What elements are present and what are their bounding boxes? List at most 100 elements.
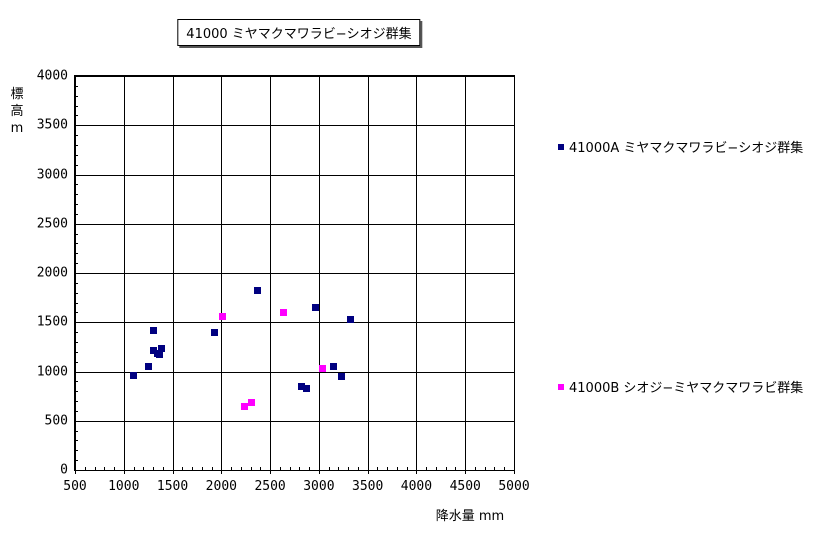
y-major-tick [75, 223, 82, 225]
x-tick-label: 1000 [108, 479, 140, 494]
y-minor-tick [75, 292, 78, 294]
y-gridline [75, 470, 514, 471]
y-gridline [75, 174, 514, 176]
data-point-series-b [319, 365, 327, 373]
legend-entry-series-a: 41000A ミヤマクマワラビ−シオジ群集 [558, 137, 803, 156]
y-minor-tick [75, 401, 78, 403]
y-major-tick [75, 273, 82, 274]
x-minor-tick [338, 467, 340, 470]
y-minor-tick [75, 351, 78, 353]
x-major-tick [75, 470, 76, 474]
data-point-series-a [130, 371, 138, 379]
y-minor-tick [75, 410, 78, 412]
y-minor-tick [75, 184, 78, 186]
data-point-series-a [312, 303, 320, 311]
y-major-tick [75, 76, 82, 77]
x-minor-tick [114, 467, 116, 470]
y-major-tick [75, 470, 82, 471]
x-tick-label: 2000 [205, 479, 237, 494]
y-minor-tick [75, 154, 78, 156]
x-minor-tick [153, 467, 155, 470]
y-tick-label: 3000 [36, 167, 68, 182]
x-minor-tick [250, 467, 252, 470]
y-major-tick [75, 174, 82, 176]
x-tick-label: 500 [63, 479, 87, 494]
x-minor-tick [201, 467, 203, 470]
x-minor-tick [240, 467, 242, 470]
x-minor-tick [426, 467, 428, 470]
x-gridline [514, 76, 515, 470]
y-tick-label: 2000 [36, 265, 68, 281]
y-tick-label: 2500 [36, 216, 68, 232]
x-minor-tick [162, 467, 164, 470]
data-point-series-b [248, 398, 256, 406]
x-minor-tick [357, 467, 359, 470]
y-minor-tick [75, 312, 78, 314]
x-minor-tick [133, 467, 135, 470]
x-major-tick [270, 470, 272, 474]
y-gridline [75, 223, 514, 225]
data-point-series-a [211, 328, 218, 336]
y-minor-tick [75, 341, 78, 343]
x-minor-tick [396, 467, 398, 470]
y-minor-tick [75, 135, 78, 137]
y-minor-tick [75, 263, 78, 265]
x-minor-tick [435, 467, 437, 470]
data-point-series-a [156, 351, 164, 359]
x-minor-tick [104, 467, 106, 470]
x-minor-tick [260, 467, 262, 470]
x-major-tick [514, 470, 515, 474]
x-minor-tick [211, 467, 213, 470]
y-minor-tick [75, 213, 78, 215]
y-gridline [75, 420, 514, 422]
chart-title: 41000 ミヤマクマワラビ−シオジ群集 [177, 19, 421, 46]
y-gridline [75, 125, 514, 127]
y-tick-label: 500 [44, 413, 68, 429]
x-tick-label: 2500 [254, 479, 286, 494]
x-minor-tick [143, 467, 145, 470]
y-minor-tick [75, 105, 78, 107]
x-tick-label: 4000 [400, 479, 433, 494]
series-b-marker-icon [558, 383, 564, 390]
x-minor-tick [484, 467, 486, 470]
x-minor-tick [231, 467, 233, 470]
x-minor-tick [94, 467, 96, 470]
y-minor-tick [75, 85, 78, 87]
y-tick-label: 3500 [36, 117, 68, 133]
x-minor-tick [377, 467, 379, 470]
series-a-marker-icon [558, 143, 564, 150]
y-minor-tick [75, 450, 78, 452]
x-minor-tick [387, 467, 389, 470]
y-minor-tick [75, 302, 78, 304]
y-tick-label: 0 [60, 462, 68, 478]
x-minor-tick [84, 467, 86, 470]
x-major-tick [172, 470, 174, 474]
data-point-series-a [346, 315, 354, 323]
y-minor-tick [75, 164, 78, 166]
x-minor-tick [328, 467, 330, 470]
x-axis-title: 降水量 mm [435, 509, 505, 524]
data-point-series-a [253, 287, 261, 295]
y-minor-tick [75, 194, 78, 196]
y-tick-label: 4000 [36, 68, 68, 84]
x-minor-tick [192, 467, 194, 470]
y-minor-tick [75, 440, 78, 442]
y-minor-tick [75, 144, 78, 146]
x-minor-tick [474, 467, 476, 470]
x-major-tick [367, 470, 369, 474]
x-minor-tick [406, 467, 408, 470]
data-point-series-a [158, 345, 166, 353]
x-minor-tick [309, 467, 311, 470]
x-minor-tick [494, 467, 496, 470]
y-minor-tick [75, 243, 78, 245]
x-major-tick [123, 470, 125, 474]
y-minor-tick [75, 430, 78, 432]
x-tick-label: 4500 [449, 479, 481, 494]
legend-entry-series-b: 41000B シオジ−ミヤマクマワラビ群集 [558, 377, 803, 396]
x-minor-tick [445, 467, 447, 470]
plot-area: 500 1000 1500 2000 2500 3000 3500 4000 4500 5000 0… [37, 69, 530, 495]
data-point-series-a [149, 347, 157, 355]
data-point-series-a [144, 363, 152, 371]
data-point-series-b [280, 308, 288, 316]
